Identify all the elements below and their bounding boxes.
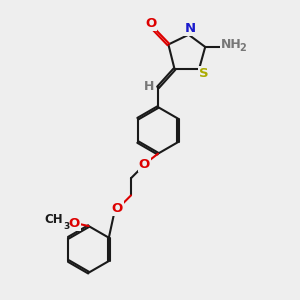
Text: S: S [199, 68, 209, 80]
Text: O: O [145, 17, 156, 30]
Text: CH: CH [44, 213, 63, 226]
Text: O: O [68, 217, 80, 230]
Text: N: N [184, 22, 195, 35]
Text: O: O [112, 202, 123, 215]
Text: H: H [144, 80, 154, 93]
Text: NH: NH [220, 38, 241, 51]
Text: 3: 3 [63, 222, 69, 231]
Text: O: O [139, 158, 150, 171]
Text: 2: 2 [240, 43, 246, 53]
